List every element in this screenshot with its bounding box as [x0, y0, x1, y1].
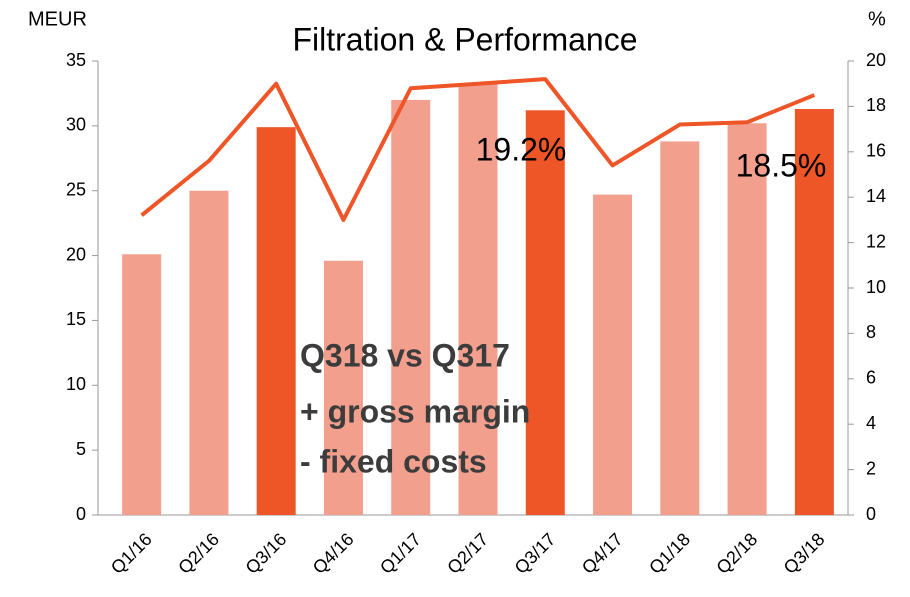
bar — [525, 110, 565, 515]
point-label: 19.2% — [476, 131, 567, 167]
y2-tick-label: 14 — [866, 186, 886, 206]
bar — [323, 260, 363, 515]
y2-tick-label: 18 — [866, 95, 886, 115]
y2-tick-label: 12 — [866, 231, 886, 251]
annotation: - fixed costs — [300, 443, 487, 479]
x-tick-label: Q3/16 — [242, 529, 291, 578]
line — [140, 77, 816, 222]
bar — [458, 84, 498, 515]
y-tick-label: 35 — [66, 50, 86, 70]
x-tick-label: Q1/18 — [645, 529, 694, 578]
y2-axis-label: % — [868, 8, 886, 30]
x-tick-label: Q3/17 — [511, 529, 560, 578]
annotation: + gross margin — [300, 393, 530, 429]
x-tick-label: Q4/16 — [309, 529, 358, 578]
annotation: Q318 vs Q317 — [300, 337, 510, 373]
y2-tick-label: 20 — [866, 50, 886, 70]
bar — [189, 190, 229, 515]
y-tick-label: 15 — [66, 309, 86, 329]
x-tick-label: Q1/17 — [376, 529, 425, 578]
x-tick-label: Q2/16 — [174, 529, 223, 578]
y2-tick-label: 2 — [866, 458, 876, 478]
y2-tick-label: 10 — [866, 277, 886, 297]
point-label: 18.5% — [736, 147, 827, 183]
x-tick-label: Q1/16 — [107, 529, 156, 578]
bar — [727, 123, 767, 516]
bar — [794, 108, 834, 515]
bar — [593, 194, 633, 515]
bar — [256, 127, 296, 515]
chart-title: Filtration & Performance — [292, 21, 637, 57]
x-tick-label: Q3/18 — [780, 529, 829, 578]
y2-tick-label: 4 — [866, 413, 876, 433]
y-tick-label: 25 — [66, 179, 86, 199]
y-tick-label: 5 — [76, 439, 86, 459]
y-tick-label: 10 — [66, 374, 86, 394]
y-tick-label: 20 — [66, 244, 86, 264]
x-tick-label: Q2/17 — [443, 529, 492, 578]
y-axis-label: MEUR — [28, 8, 87, 30]
bar — [122, 254, 162, 515]
y2-tick-label: 16 — [866, 141, 886, 161]
bar — [391, 99, 431, 516]
y2-tick-label: 0 — [866, 504, 876, 524]
x-tick-label: Q4/17 — [578, 529, 627, 578]
x-tick-label: Q2/18 — [712, 529, 761, 578]
y-tick-label: 30 — [66, 115, 86, 135]
bar — [660, 141, 700, 515]
y2-tick-label: 8 — [866, 322, 876, 342]
y-tick-label: 0 — [76, 504, 86, 524]
y2-tick-label: 6 — [866, 368, 876, 388]
